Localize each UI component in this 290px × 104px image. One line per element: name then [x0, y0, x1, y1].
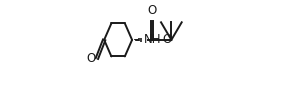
Text: O: O [162, 33, 172, 46]
Text: O: O [86, 52, 95, 65]
Text: NH: NH [144, 33, 161, 46]
Text: O: O [147, 4, 156, 17]
